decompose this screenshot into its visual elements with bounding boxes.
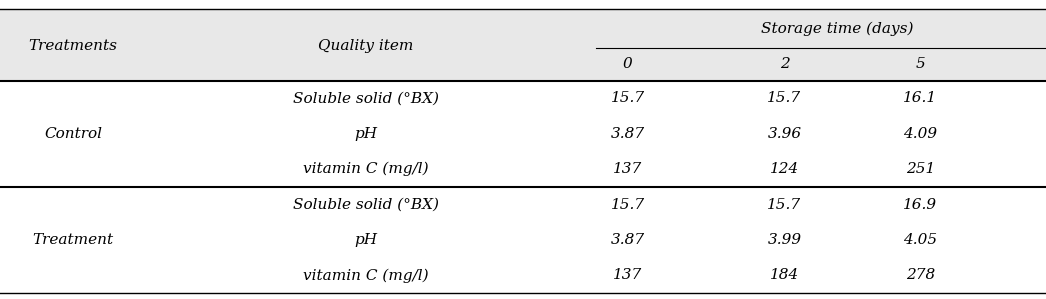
Text: 15.7: 15.7 (768, 198, 801, 212)
Text: 16.1: 16.1 (904, 91, 937, 106)
Text: vitamin C (mg/l): vitamin C (mg/l) (303, 162, 429, 176)
Text: Storage time (days): Storage time (days) (760, 21, 913, 36)
Text: 3.96: 3.96 (768, 127, 801, 141)
Text: 3.99: 3.99 (768, 233, 801, 247)
Text: 3.87: 3.87 (611, 127, 644, 141)
Text: pH: pH (355, 233, 378, 247)
Text: 15.7: 15.7 (768, 91, 801, 106)
Text: Treatment: Treatment (32, 233, 114, 247)
Text: 137: 137 (613, 162, 642, 176)
Text: pH: pH (355, 127, 378, 141)
Text: 4.09: 4.09 (904, 127, 937, 141)
Text: 0: 0 (622, 57, 633, 71)
Text: Quality item: Quality item (318, 39, 414, 53)
Text: Control: Control (44, 127, 103, 141)
Text: 251: 251 (906, 162, 935, 176)
Text: 278: 278 (906, 268, 935, 282)
Text: 137: 137 (613, 268, 642, 282)
Text: 5: 5 (915, 57, 926, 71)
Text: 184: 184 (770, 268, 799, 282)
Text: 2: 2 (779, 57, 790, 71)
Text: 16.9: 16.9 (904, 198, 937, 212)
Text: 15.7: 15.7 (611, 91, 644, 106)
Text: Soluble solid (°BX): Soluble solid (°BX) (293, 198, 439, 212)
Bar (0, 9, 1046, 81)
Text: 4.05: 4.05 (904, 233, 937, 247)
Text: Treatments: Treatments (28, 39, 118, 53)
Text: 3.87: 3.87 (611, 233, 644, 247)
Text: 124: 124 (770, 162, 799, 176)
Text: 15.7: 15.7 (611, 198, 644, 212)
Text: Soluble solid (°BX): Soluble solid (°BX) (293, 91, 439, 106)
Text: vitamin C (mg/l): vitamin C (mg/l) (303, 268, 429, 283)
